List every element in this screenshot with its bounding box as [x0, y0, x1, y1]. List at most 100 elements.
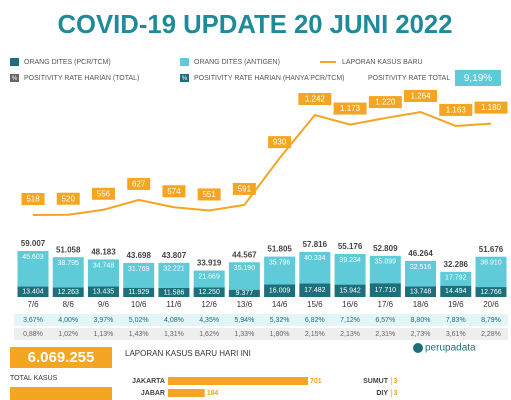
antigen-label: 17.792 — [445, 275, 467, 282]
positivity-value: 6,82% — [305, 317, 325, 324]
bar-pcr — [475, 287, 507, 297]
pcr-label: 14.494 — [445, 288, 467, 295]
antigen-label: 35.796 — [269, 259, 291, 266]
bar-antigen — [193, 270, 225, 288]
legend-swatch — [10, 58, 19, 66]
title: COVID-19 UPDATE 20 JUNI 2022 — [58, 9, 453, 39]
bar-pcr — [299, 283, 331, 297]
region-label: SUMUT — [363, 378, 389, 385]
positivity-value: 7,12% — [340, 317, 360, 324]
date-label: 17/6 — [378, 300, 394, 309]
positivity-value: 4,00% — [58, 317, 78, 324]
case-label: 1.163 — [446, 106, 467, 115]
pcr-label: 9.377 — [236, 290, 254, 297]
positivity-value: 1,43% — [129, 331, 149, 338]
pcr-label: 12.766 — [480, 289, 502, 296]
logo: perupadata — [425, 343, 476, 354]
legend-label: LAPORAN KASUS BARU — [342, 59, 423, 66]
positivity-value: 7,83% — [446, 317, 466, 324]
case-label-box — [232, 182, 256, 195]
hbar-title: LAPORAN KASUS BARU HARI INI — [125, 349, 251, 358]
date-label: 11/6 — [166, 300, 182, 309]
legend-icon: % — [182, 76, 188, 82]
case-label-box — [127, 177, 151, 190]
date-label: 10/6 — [131, 300, 147, 309]
region-label: JAKARTA — [132, 378, 165, 385]
total-label: 44.567 — [232, 250, 257, 259]
case-label: 1.180 — [481, 103, 502, 112]
case-label: 551 — [202, 190, 216, 199]
bar-pcr — [52, 287, 84, 297]
bar-pcr — [17, 286, 49, 297]
bar-pcr — [123, 287, 155, 297]
positivity-value: 2,28% — [481, 331, 501, 338]
positivity-value: 5,02% — [129, 317, 149, 324]
bar-pcr — [405, 286, 437, 297]
pcr-label: 11.929 — [128, 289, 149, 296]
region-bar — [168, 377, 308, 385]
positivity-value: 3,67% — [23, 317, 43, 324]
case-label-box — [197, 188, 221, 201]
legend-label: ORANG DITES (PCR/TCM) — [24, 59, 111, 66]
region-bar — [391, 389, 392, 397]
legend-swatch — [180, 74, 189, 82]
positivity-value: 0,88% — [23, 331, 43, 338]
region-value: 3 — [394, 390, 398, 397]
positivity-value: 1,02% — [58, 331, 78, 338]
pcr-label: 16.009 — [269, 288, 291, 295]
case-label: 574 — [167, 187, 181, 196]
region-label: DIY — [376, 390, 388, 397]
positivity-value: 8,79% — [481, 317, 501, 324]
pcr-label: 17.710 — [375, 287, 397, 294]
total-label: 51.676 — [479, 245, 504, 254]
total-label: 52.809 — [373, 244, 398, 253]
positivity-value: 1,31% — [164, 331, 184, 338]
positivity-value: 6,57% — [375, 317, 395, 324]
total-box — [10, 347, 112, 368]
total-label: 55.176 — [338, 242, 363, 251]
bar-pcr — [158, 287, 190, 297]
positivity-value: 8,80% — [411, 317, 431, 324]
row-bg — [14, 328, 508, 340]
positivity-value: 1,80% — [270, 331, 290, 338]
antigen-label: 38.795 — [58, 260, 80, 267]
bar-antigen — [334, 253, 366, 285]
bar-pcr — [369, 283, 401, 297]
bar-antigen — [123, 262, 155, 288]
case-label-box — [21, 193, 45, 205]
positivity-value: 3,97% — [94, 317, 114, 324]
total-label: 43.698 — [126, 251, 151, 260]
pcr-label: 11.586 — [163, 289, 184, 296]
positivity-value: 3,61% — [446, 331, 466, 338]
bar-antigen — [405, 260, 437, 287]
total-label: 51.058 — [56, 245, 81, 254]
bar-antigen — [299, 251, 331, 284]
case-label-box — [368, 96, 402, 109]
total-value: 6.069.255 — [28, 349, 95, 366]
bar-antigen — [158, 262, 190, 288]
antigen-label: 21.669 — [198, 273, 220, 280]
antigen-label: 32.221 — [163, 266, 185, 273]
antigen-label: 34.748 — [93, 262, 115, 269]
bar-pcr — [334, 284, 366, 297]
case-label-box — [439, 103, 473, 116]
bar-antigen — [87, 259, 119, 287]
positivity-value: 1,33% — [234, 331, 254, 338]
case-label-box — [474, 101, 508, 114]
region-value: 184 — [207, 390, 219, 397]
bar-antigen — [264, 256, 296, 285]
case-label-box — [404, 90, 438, 102]
antigen-label: 39.234 — [339, 257, 361, 264]
bar-pcr — [228, 289, 260, 297]
total-label: 43.807 — [162, 251, 187, 260]
region-value: 3 — [394, 378, 398, 385]
case-label: 591 — [238, 185, 252, 194]
case-label-box — [56, 192, 80, 205]
legend-label: ORANG DITES (ANTIGEN) — [194, 59, 280, 66]
date-label: 8/6 — [63, 300, 75, 309]
row-bg — [14, 314, 508, 326]
pcr-label: 13.748 — [410, 288, 432, 295]
positivity-value: 1,62% — [199, 331, 219, 338]
case-line — [32, 110, 492, 216]
